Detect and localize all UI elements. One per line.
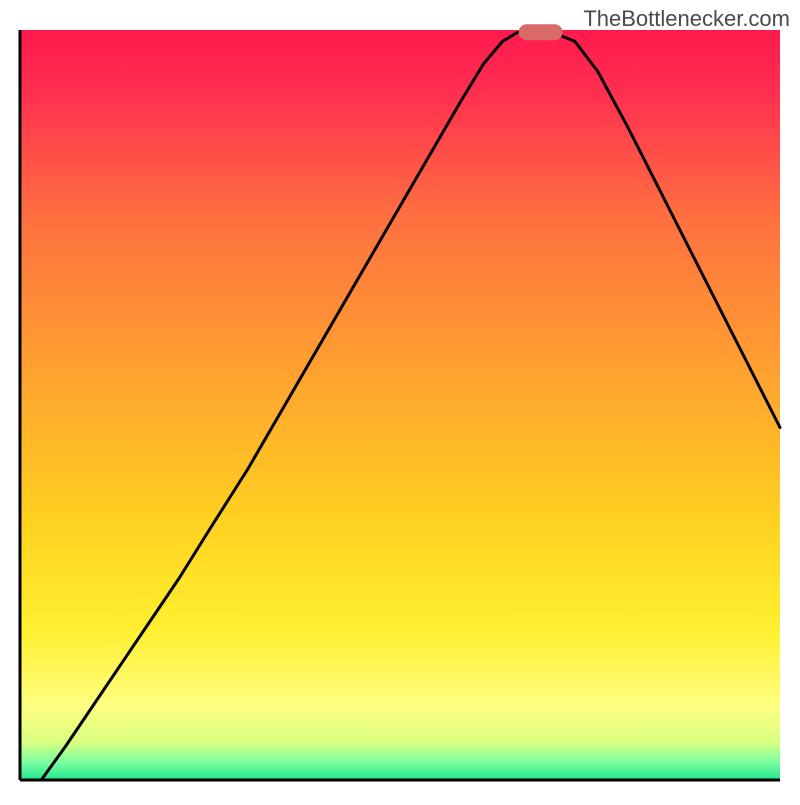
chart-svg [0, 0, 800, 800]
optimal-marker [519, 24, 563, 40]
bottleneck-chart [0, 0, 800, 800]
plot-background [20, 30, 780, 780]
watermark-text: TheBottlenecker.com [583, 6, 790, 32]
